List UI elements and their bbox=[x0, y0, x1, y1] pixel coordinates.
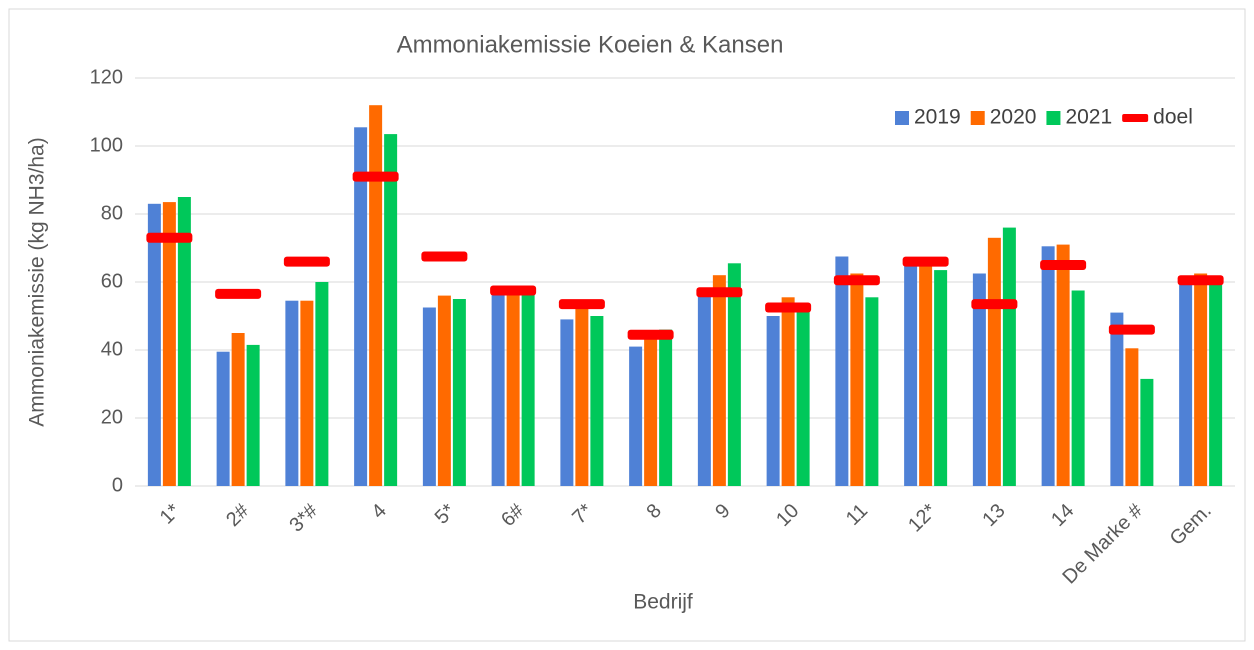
legend-swatch bbox=[970, 111, 985, 125]
bar bbox=[629, 346, 643, 486]
target-dash bbox=[1040, 260, 1087, 270]
bar bbox=[987, 237, 1001, 486]
target-dash bbox=[283, 256, 330, 267]
bar bbox=[934, 270, 948, 486]
bar bbox=[904, 265, 918, 486]
legend-swatch bbox=[895, 111, 909, 125]
y-tick-label: 100 bbox=[90, 134, 123, 156]
bar bbox=[491, 292, 505, 486]
bar bbox=[575, 305, 589, 486]
legend-label: 2020 bbox=[990, 106, 1037, 129]
bar bbox=[644, 336, 658, 486]
bar bbox=[177, 197, 191, 486]
bar bbox=[1071, 290, 1085, 486]
bar bbox=[231, 333, 245, 486]
legend-label: 2019 bbox=[914, 106, 961, 129]
y-tick-label: 0 bbox=[112, 474, 123, 496]
bar bbox=[315, 282, 329, 486]
legend-label: 2021 bbox=[1065, 106, 1112, 129]
bar bbox=[216, 351, 230, 486]
legend-swatch bbox=[1046, 111, 1061, 125]
target-dash bbox=[421, 251, 468, 262]
bar bbox=[1179, 278, 1193, 486]
bar bbox=[727, 263, 741, 486]
y-tick-label: 60 bbox=[101, 270, 123, 292]
bar bbox=[697, 292, 711, 486]
bar bbox=[300, 300, 314, 486]
chart-title: Ammoniakemissie Koeien & Kansen bbox=[397, 31, 784, 58]
bar bbox=[1194, 273, 1208, 486]
bar bbox=[1140, 378, 1154, 486]
bar bbox=[590, 316, 604, 486]
bar bbox=[766, 316, 780, 486]
bar bbox=[865, 297, 879, 486]
bar bbox=[1110, 312, 1124, 486]
bar bbox=[835, 256, 849, 486]
bar bbox=[1041, 246, 1055, 486]
target-dash bbox=[558, 299, 605, 310]
y-tick-label: 120 bbox=[90, 66, 123, 88]
legend-swatch bbox=[1122, 114, 1149, 122]
bar bbox=[369, 105, 383, 486]
bar bbox=[560, 319, 574, 486]
bar bbox=[972, 273, 986, 486]
bar bbox=[162, 202, 176, 486]
target-dash bbox=[1108, 324, 1155, 335]
target-dash bbox=[765, 302, 812, 313]
bar bbox=[781, 297, 795, 486]
y-tick-label: 20 bbox=[101, 406, 123, 428]
target-dash bbox=[1177, 275, 1224, 286]
target-dash bbox=[902, 256, 949, 267]
y-tick-label: 80 bbox=[101, 202, 123, 224]
target-dash bbox=[215, 288, 262, 299]
bar bbox=[422, 307, 436, 486]
bar bbox=[437, 295, 451, 486]
target-dash bbox=[696, 287, 743, 298]
bar bbox=[850, 273, 864, 486]
bar bbox=[354, 127, 368, 487]
bar bbox=[1209, 278, 1223, 486]
bar bbox=[796, 309, 810, 486]
chart-border bbox=[8, 8, 1246, 642]
bar bbox=[521, 292, 535, 486]
bar bbox=[452, 299, 466, 486]
target-dash bbox=[146, 232, 193, 243]
bar bbox=[384, 134, 398, 486]
bar bbox=[147, 203, 161, 487]
target-dash bbox=[352, 171, 399, 182]
bar bbox=[1002, 227, 1016, 486]
target-dash bbox=[833, 275, 880, 286]
bar bbox=[1125, 348, 1139, 486]
bar bbox=[712, 275, 726, 486]
legend-label: doel bbox=[1153, 106, 1193, 129]
y-axis-title: Ammoniakemissie (kg NH3/ha) bbox=[26, 137, 49, 426]
bar bbox=[1056, 244, 1070, 486]
target-dash bbox=[627, 329, 674, 340]
bar bbox=[919, 261, 933, 486]
bar bbox=[285, 300, 299, 486]
y-tick-label: 40 bbox=[101, 338, 123, 360]
bar bbox=[506, 292, 520, 486]
bar bbox=[659, 329, 673, 486]
x-axis-title: Bedrijf bbox=[633, 591, 693, 614]
bar bbox=[246, 344, 260, 486]
target-dash bbox=[971, 299, 1018, 310]
target-dash bbox=[490, 285, 537, 296]
